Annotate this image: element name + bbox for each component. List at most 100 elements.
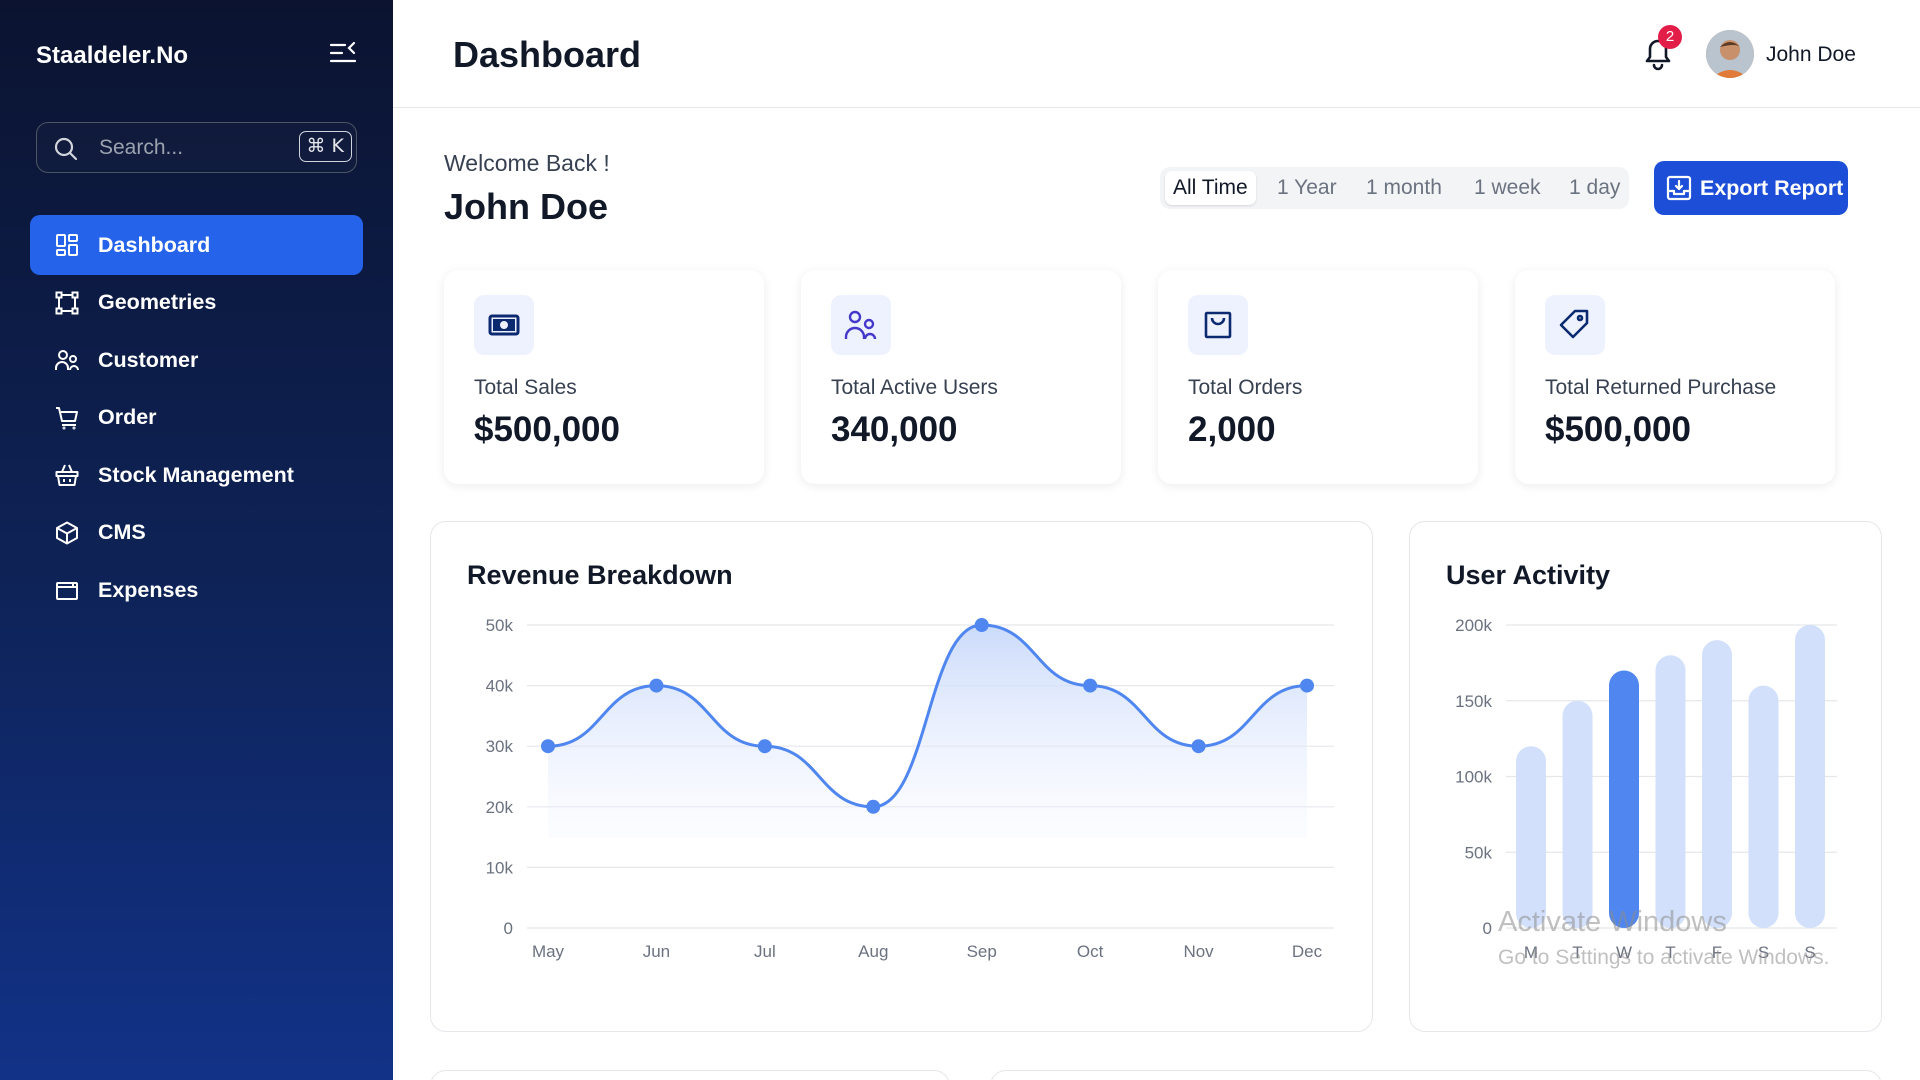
sidebar-item-label: Stock Management bbox=[98, 462, 294, 487]
filter-1-year[interactable]: 1 Year bbox=[1277, 176, 1337, 199]
sidebar-item-label: Order bbox=[98, 405, 157, 429]
windows-activation-subtext: Go to Settings to activate Windows. bbox=[1498, 946, 1830, 969]
kpi-card-total-active-users: Total Active Users 340,000 bbox=[801, 270, 1121, 484]
kpi-label: Total Orders bbox=[1188, 376, 1303, 399]
data-point bbox=[649, 678, 664, 693]
bottom-panel-left bbox=[430, 1070, 950, 1080]
kpi-label: Total Active Users bbox=[831, 376, 998, 399]
notification-badge: 2 bbox=[1658, 25, 1682, 49]
sidebar-item-label: Dashboard bbox=[98, 232, 211, 257]
x-tick-label: Oct bbox=[1077, 942, 1104, 961]
revenue-line-chart: 0 10k 20k 30k 40k 50k May Jun Jul Aug Sep Oct Nov Dec bbox=[486, 616, 1334, 961]
search-icon bbox=[53, 136, 79, 167]
welcome-greeting: Welcome Back ! bbox=[444, 150, 610, 176]
sidebar-item-customer[interactable]: Customer bbox=[30, 330, 363, 390]
sidebar-item-stock-management[interactable]: Stock Management bbox=[30, 445, 363, 505]
activity-bar bbox=[1748, 685, 1779, 928]
y-tick-label: 0 bbox=[1483, 919, 1492, 938]
kpi-value: 340,000 bbox=[831, 410, 958, 449]
x-tick-label: T bbox=[1572, 943, 1582, 962]
activity-bar bbox=[1655, 655, 1686, 928]
activity-bar bbox=[1795, 625, 1825, 928]
revenue-area bbox=[548, 625, 1307, 838]
users-icon bbox=[54, 347, 80, 373]
data-point bbox=[974, 618, 989, 632]
search-shortcut-badge: ⌘ K bbox=[298, 131, 352, 162]
data-point bbox=[757, 739, 772, 754]
sidebar-item-dashboard[interactable]: Dashboard bbox=[30, 215, 363, 275]
avatar[interactable] bbox=[1706, 30, 1754, 78]
shopping-bag-icon bbox=[1188, 295, 1248, 355]
basket-icon bbox=[54, 462, 80, 488]
user-activity-bar-chart: 0 50k 100k 150k 200k M T W T F S S bbox=[1455, 616, 1837, 962]
sidebar-nav: Dashboard Geometries Customer Order Stoc… bbox=[30, 215, 363, 618]
user-name[interactable]: John Doe bbox=[1766, 43, 1856, 66]
kpi-card-total-orders: Total Orders 2,000 bbox=[1158, 270, 1478, 484]
x-tick-label: F bbox=[1712, 943, 1722, 962]
sidebar-item-expenses[interactable]: Expenses bbox=[30, 560, 363, 620]
x-tick-label: Dec bbox=[1292, 942, 1323, 961]
collapse-sidebar-icon[interactable] bbox=[328, 38, 358, 68]
export-report-button[interactable]: Export Report bbox=[1654, 161, 1848, 215]
sidebar-item-geometries[interactable]: Geometries bbox=[30, 273, 363, 333]
revenue-breakdown-panel: Revenue Breakdown 0 10k 20k 30k 40k 50k May Jun… bbox=[430, 521, 1373, 1032]
grid-icon bbox=[54, 232, 80, 258]
time-range-filter: All Time 1 Year 1 month 1 week 1 day bbox=[1160, 167, 1629, 209]
kpi-card-total-sales: Total Sales $500,000 bbox=[444, 270, 764, 484]
tag-icon bbox=[1545, 295, 1605, 355]
sidebar-item-order[interactable]: Order bbox=[30, 388, 363, 448]
windows-activation-watermark: Activate Windows bbox=[1498, 906, 1727, 938]
kpi-label: Total Returned Purchase bbox=[1545, 376, 1777, 399]
cube-icon bbox=[54, 520, 80, 546]
y-tick-label: 10k bbox=[486, 858, 514, 877]
x-tick-label: Nov bbox=[1183, 942, 1214, 961]
user-activity-chart-title: User Activity bbox=[1446, 560, 1611, 590]
welcome-user-name: John Doe bbox=[444, 186, 609, 227]
sidebar: Staaldeler.No ⌘ K Dashboard Geometries bbox=[0, 0, 393, 1080]
y-tick-label: 40k bbox=[486, 677, 514, 696]
kpi-value: $500,000 bbox=[1545, 410, 1691, 449]
x-tick-label: Jul bbox=[754, 942, 776, 961]
cart-icon bbox=[54, 405, 80, 431]
y-tick-label: 50k bbox=[1465, 843, 1493, 862]
sidebar-item-label: Geometries bbox=[98, 290, 217, 314]
activity-bar bbox=[1609, 670, 1639, 928]
export-icon bbox=[1666, 175, 1692, 201]
y-tick-label: 200k bbox=[1455, 616, 1492, 635]
sidebar-item-cms[interactable]: CMS bbox=[30, 503, 363, 563]
x-tick-label: May bbox=[532, 942, 565, 961]
x-tick-label: S bbox=[1758, 943, 1769, 962]
search-input[interactable] bbox=[99, 133, 279, 163]
page-title: Dashboard bbox=[453, 34, 642, 75]
users-icon bbox=[831, 295, 891, 355]
y-tick-label: 0 bbox=[504, 919, 513, 938]
wallet-icon bbox=[54, 577, 80, 603]
brand-logo: Staaldeler.No bbox=[36, 42, 189, 69]
y-tick-label: 20k bbox=[486, 798, 514, 817]
filter-1-month[interactable]: 1 month bbox=[1366, 176, 1442, 199]
revenue-line bbox=[547, 623, 1308, 809]
filter-1-week[interactable]: 1 week bbox=[1474, 176, 1541, 199]
export-report-label: Export Report bbox=[1700, 175, 1844, 200]
sidebar-item-label: CMS bbox=[98, 520, 146, 544]
x-tick-label: S bbox=[1804, 943, 1815, 962]
y-tick-label: 50k bbox=[486, 616, 514, 635]
bottom-panel-right bbox=[990, 1070, 1882, 1080]
money-icon bbox=[474, 295, 534, 355]
kpi-card-total-returned-purchase: Total Returned Purchase $500,000 bbox=[1515, 270, 1835, 484]
x-tick-label: M bbox=[1524, 943, 1538, 962]
filter-1-day[interactable]: 1 day bbox=[1569, 176, 1621, 199]
search-box[interactable]: ⌘ K bbox=[36, 122, 357, 173]
kpi-label: Total Sales bbox=[474, 376, 577, 399]
data-point bbox=[541, 739, 555, 754]
vector-square-icon bbox=[54, 290, 80, 316]
y-tick-label: 30k bbox=[486, 737, 514, 756]
x-tick-label: W bbox=[1616, 943, 1632, 962]
y-tick-label: 150k bbox=[1455, 692, 1492, 711]
user-activity-panel: User Activity 0 50k 100k 150k 200k M T W T F S S bbox=[1409, 521, 1882, 1032]
data-point bbox=[1191, 739, 1206, 754]
data-point bbox=[866, 799, 881, 814]
filter-all-time[interactable]: All Time bbox=[1165, 171, 1256, 205]
activity-bar bbox=[1702, 640, 1732, 928]
y-tick-label: 100k bbox=[1455, 768, 1492, 787]
